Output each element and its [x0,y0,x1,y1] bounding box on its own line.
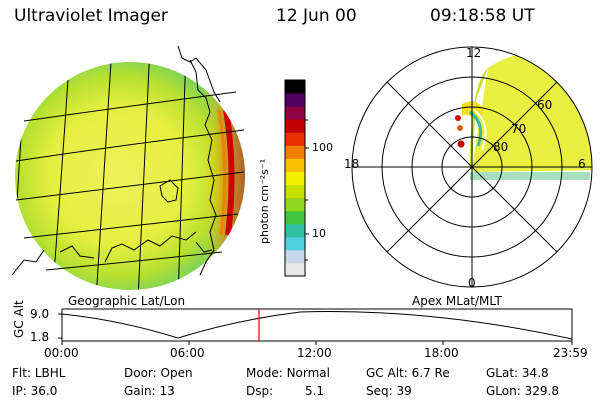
mlt-label-0: 0 [468,276,476,290]
colorbar-ticks [305,119,309,261]
coastline-lines [11,45,221,276]
alt-ytick-1.8: 1.8 [30,330,50,344]
alt-ytick-9: 9.0 [30,307,50,321]
colorbar-segment [285,119,305,133]
colorbar-segment [285,184,305,199]
info-gain: Gain: 13 [124,384,175,398]
colorbar-border [284,79,306,277]
latitude-lines [15,91,245,271]
observation-date: 12 Jun 00 [276,6,357,26]
instrument-title: Ultraviolet Imager [14,6,168,26]
observation-time: 09:18:58 UT [430,6,535,26]
info-seq: Seq: 39 [366,384,412,398]
colorbar-segment [285,132,305,146]
info-ip: IP: 36.0 [12,384,58,398]
colorbar-segment [285,106,305,120]
info-door: Door: Open [124,366,193,380]
globe-panel-label: Geographic Lat/Lon [68,294,186,308]
alt-xtick-1200: 12:00 [297,346,332,360]
altitude-axis-label: GC Alt [12,300,26,338]
colorbar-segment [285,249,305,264]
colorbar-unit-label: photon cm⁻²s⁻¹ [258,158,271,244]
colorbar-tick-10: 10 [312,227,326,240]
polar-plot [351,46,593,288]
colorbar-segment [285,158,305,172]
info-dsp: Dsp: 5.1 [246,384,325,398]
info-glat: GLat: 34.8 [486,366,549,380]
colorbar-segment [285,145,305,159]
colorbar-segment [285,262,305,277]
colorbar-segment [285,223,305,238]
colorbar-segment [285,93,305,107]
polar-panel-label: Apex MLat/MLT [412,294,502,308]
colorbar-segment [285,197,305,212]
mlat-label-80: 80 [493,140,509,154]
altitude-curve [62,311,572,340]
alt-xtick-0600: 06:00 [170,346,205,360]
alt-xtick-2359: 23:59 [553,346,588,360]
mlt-label-12: 12 [466,46,482,60]
info-mode: Mode: Normal [246,366,330,380]
polar-coverage [472,52,592,172]
color-scale-bar [284,79,306,277]
colorbar-segment [285,236,305,251]
info-glon: GLon: 329.8 [486,384,559,398]
mlat-label-70: 70 [511,122,527,136]
altitude-plot [58,308,573,345]
info-gc-alt: GC Alt: 6.7 Re [366,366,450,380]
mlat-label-60: 60 [537,98,553,112]
colorbar-segment [285,171,305,186]
colorbar-segment [285,210,305,225]
mlt-label-18: 18 [344,157,360,171]
colorbar-segment [285,80,305,94]
info-flt: Flt: LBHL [12,366,66,380]
mlt-label-6: 6 [578,157,586,171]
alt-xtick-0000: 00:00 [44,346,79,360]
alt-xtick-1800: 18:00 [424,346,459,360]
globe-image [11,45,245,290]
colorbar-tick-100: 100 [312,141,333,154]
